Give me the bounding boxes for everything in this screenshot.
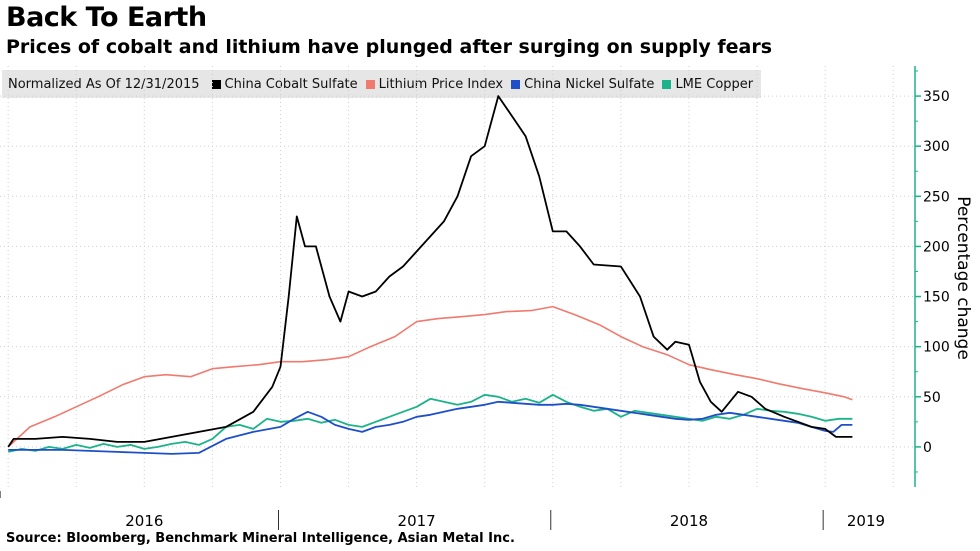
legend-note: Normalized As Of 12/31/2015 [8,76,200,92]
legend-swatch-copper [662,79,672,89]
legend-swatch-lithium [365,79,375,89]
y-tick-label: 350 [923,89,950,105]
legend-item-nickel: China Nickel Sulfate [511,77,654,92]
x-year-label: 2016 [125,512,163,530]
legend-item-copper: LME Copper [662,77,753,92]
chart-subtitle: Prices of cobalt and lithium have plunge… [6,36,773,58]
series-line-lme-copper [8,393,853,453]
legend-swatch-nickel [511,79,521,89]
y-tick-label: 250 [923,189,950,205]
legend-label-nickel: China Nickel Sulfate [524,76,655,92]
legend-swatch-cobalt [211,79,221,89]
x-year-label: 2019 [847,512,885,530]
series-line-lithium-price-index [7,305,853,448]
legend-label-lithium: Lithium Price Index [378,76,504,92]
source-note: Source: Bloomberg, Benchmark Mineral Int… [6,531,515,546]
legend: Normalized As Of 12/31/2015 China Cobalt… [2,70,762,98]
y-tick-label: 300 [923,139,950,155]
y-tick-label: 0 [923,440,932,456]
x-year-label: 2017 [398,512,436,530]
y-tick-label: 50 [923,390,941,406]
series-line-china-cobalt-sulfate [7,95,853,448]
y-tick-label: 200 [923,239,950,255]
legend-item-cobalt: China Cobalt Sulfate [211,76,358,92]
y-axis-title: Percentage change [953,196,973,360]
x-year-label: 2018 [670,512,708,530]
series-line-china-nickel-sulfate [8,400,853,455]
chart-title: Back To Earth [6,2,207,33]
legend-label-cobalt: China Cobalt Sulfate [224,76,358,92]
legend-label-copper: LME Copper [675,76,754,92]
y-tick-label: 150 [923,290,950,306]
legend-item-lithium: Lithium Price Index [365,76,504,92]
y-tick-label: 100 [923,340,950,356]
